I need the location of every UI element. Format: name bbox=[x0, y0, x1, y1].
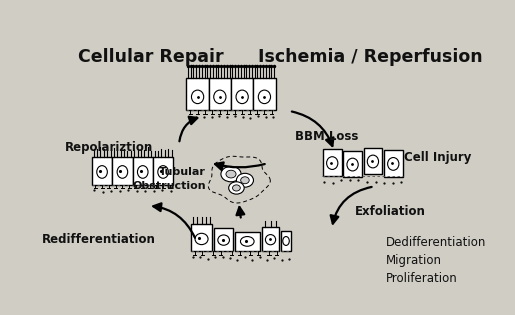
Text: Cellular Repair: Cellular Repair bbox=[78, 48, 224, 66]
Text: Redifferentiation: Redifferentiation bbox=[42, 233, 156, 246]
Ellipse shape bbox=[388, 158, 399, 170]
Bar bbox=[209, 78, 231, 110]
Bar bbox=[231, 78, 253, 110]
Ellipse shape bbox=[265, 235, 276, 245]
Bar bbox=[281, 231, 291, 251]
Ellipse shape bbox=[226, 170, 236, 178]
Bar bbox=[214, 228, 233, 251]
Ellipse shape bbox=[117, 166, 128, 178]
Bar bbox=[92, 157, 112, 185]
Text: Dedifferentiation
Migration
Proliferation: Dedifferentiation Migration Proliferatio… bbox=[386, 237, 486, 285]
Bar bbox=[186, 78, 209, 110]
Ellipse shape bbox=[218, 235, 230, 245]
Text: Cell Injury: Cell Injury bbox=[404, 151, 471, 164]
Bar bbox=[323, 149, 341, 176]
Ellipse shape bbox=[138, 166, 148, 178]
Bar bbox=[253, 78, 276, 110]
Text: BBM Loss: BBM Loss bbox=[295, 130, 358, 143]
Bar bbox=[132, 157, 153, 185]
Ellipse shape bbox=[347, 158, 358, 171]
Text: Repolariztion: Repolariztion bbox=[65, 140, 153, 154]
Ellipse shape bbox=[367, 155, 379, 168]
Bar bbox=[384, 150, 403, 177]
Bar bbox=[191, 224, 212, 251]
Ellipse shape bbox=[195, 233, 208, 245]
Ellipse shape bbox=[221, 166, 241, 182]
Bar bbox=[235, 232, 260, 251]
Bar bbox=[262, 227, 279, 251]
Bar bbox=[112, 157, 132, 185]
Text: Exfoliation: Exfoliation bbox=[355, 204, 426, 218]
Ellipse shape bbox=[236, 90, 248, 104]
Ellipse shape bbox=[259, 90, 270, 104]
Ellipse shape bbox=[192, 90, 204, 104]
Ellipse shape bbox=[233, 185, 241, 191]
Ellipse shape bbox=[236, 173, 253, 187]
Ellipse shape bbox=[241, 237, 254, 246]
Ellipse shape bbox=[97, 166, 107, 178]
Ellipse shape bbox=[283, 237, 289, 245]
Ellipse shape bbox=[229, 182, 244, 194]
Bar bbox=[153, 157, 173, 185]
Ellipse shape bbox=[327, 157, 338, 169]
Text: Tubular
Obstruction: Tubular Obstruction bbox=[132, 167, 206, 191]
Bar bbox=[364, 148, 382, 174]
Bar bbox=[343, 151, 362, 177]
Ellipse shape bbox=[214, 90, 226, 104]
Text: Ischemia / Reperfusion: Ischemia / Reperfusion bbox=[258, 48, 483, 66]
Ellipse shape bbox=[158, 166, 168, 178]
Ellipse shape bbox=[241, 177, 249, 184]
